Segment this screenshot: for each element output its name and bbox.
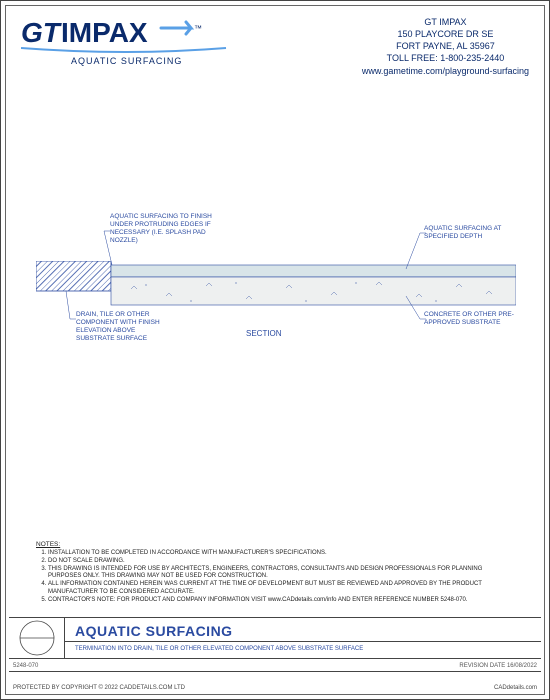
drawing-title: AQUATIC SURFACING [65, 618, 541, 641]
notes-list: INSTALLATION TO BE COMPLETED IN ACCORDAN… [36, 550, 514, 605]
note-item: INSTALLATION TO BE COMPLETED IN ACCORDAN… [48, 550, 514, 558]
note-item: ALL INFORMATION CONTAINED HEREIN WAS CUR… [48, 581, 514, 597]
ref-number: 5248-070 [13, 663, 38, 669]
title-block: AQUATIC SURFACING TERMINATION INTO DRAIN… [9, 617, 541, 659]
notes-block: NOTES: INSTALLATION TO BE COMPLETED IN A… [36, 541, 514, 605]
ref-row: 5248-070 REVISION DATE 16/08/2022 [9, 661, 541, 672]
revision-date: REVISION DATE 16/08/2022 [459, 663, 537, 669]
section-caption: SECTION [246, 329, 282, 338]
footer: PROTECTED BY COPYRIGHT © 2022 CADDETAILS… [9, 683, 541, 691]
site-text: CADdetails.com [494, 685, 537, 691]
detail-bubble [9, 618, 65, 658]
copyright-text: PROTECTED BY COPYRIGHT © 2022 CADDETAILS… [13, 685, 185, 691]
note-item: DO NOT SCALE DRAWING. [48, 558, 514, 566]
drawing-subtitle: TERMINATION INTO DRAIN, TILE OR OTHER EL… [65, 641, 541, 656]
section-diagram: AQUATIC SURFACING TO FINISH UNDER PROTRU… [36, 221, 514, 391]
notes-title: NOTES: [36, 541, 514, 548]
note-item: THIS DRAWING IS INTENDED FOR USE BY ARCH… [48, 566, 514, 582]
note-item: CONTRACTOR'S NOTE: FOR PRODUCT AND COMPA… [48, 597, 514, 605]
